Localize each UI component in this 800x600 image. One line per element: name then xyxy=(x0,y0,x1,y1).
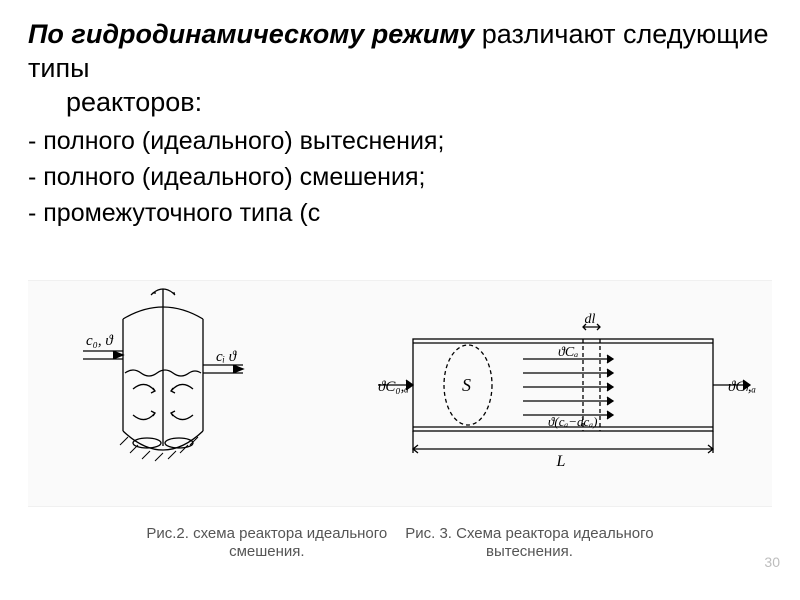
figures-row: c₀, ϑ cᵢ ϑ xyxy=(28,280,772,540)
caption-left-l1: Рис.2. схема реактора идеального xyxy=(146,525,387,542)
outlet-label: cᵢ ϑ xyxy=(216,349,238,365)
bullet-item: - полного (идеального) вытеснения; xyxy=(28,125,772,159)
caption-right: Рис. 3. Схема реактора идеального вытесн… xyxy=(405,525,653,563)
page-number: 30 xyxy=(764,554,780,570)
pfr-outlet-label: ϑCₗ,ₐ xyxy=(728,379,756,395)
bullet-list: - полного (идеального) вытеснения; - пол… xyxy=(28,125,772,230)
heading-lead: По гидродинамическому режиму xyxy=(28,19,474,49)
slide: По гидродинамическому режиму различают с… xyxy=(0,0,800,600)
heading-rest2: реакторов: xyxy=(28,86,772,120)
pfr-section-label: S xyxy=(462,375,471,395)
bullet-item: - промежуточного типа (с xyxy=(28,197,772,231)
caption-left: Рис.2. схема реактора идеального смешени… xyxy=(146,525,387,563)
figure-image: c₀, ϑ cᵢ ϑ xyxy=(28,280,772,507)
diagram-plug-flow xyxy=(378,324,750,453)
pfr-flow-bottom-label: ϑ(cₐ−dcₐ) xyxy=(548,414,597,429)
bullet-item: - полного (идеального) смешения; xyxy=(28,161,772,195)
pfr-inlet-label: ϑC₀,ₐ xyxy=(378,379,409,395)
pfr-flow-top-label: ϑCₐ xyxy=(558,345,578,360)
inlet-label: c₀, ϑ xyxy=(86,333,114,349)
caption-right-l2: вытеснения. xyxy=(486,543,573,560)
heading: По гидродинамическому режиму различают с… xyxy=(28,18,772,119)
diagrams-svg: c₀, ϑ cᵢ ϑ xyxy=(28,281,772,506)
pfr-length-label: L xyxy=(556,453,566,470)
pfr-dl-label: dl xyxy=(585,312,596,327)
figure-captions: Рис.2. схема реактора идеального смешени… xyxy=(28,525,772,563)
diagram-stirred-tank xyxy=(83,289,243,461)
caption-left-l2: смешения. xyxy=(229,543,304,560)
caption-right-l1: Рис. 3. Схема реактора идеального xyxy=(405,525,653,542)
